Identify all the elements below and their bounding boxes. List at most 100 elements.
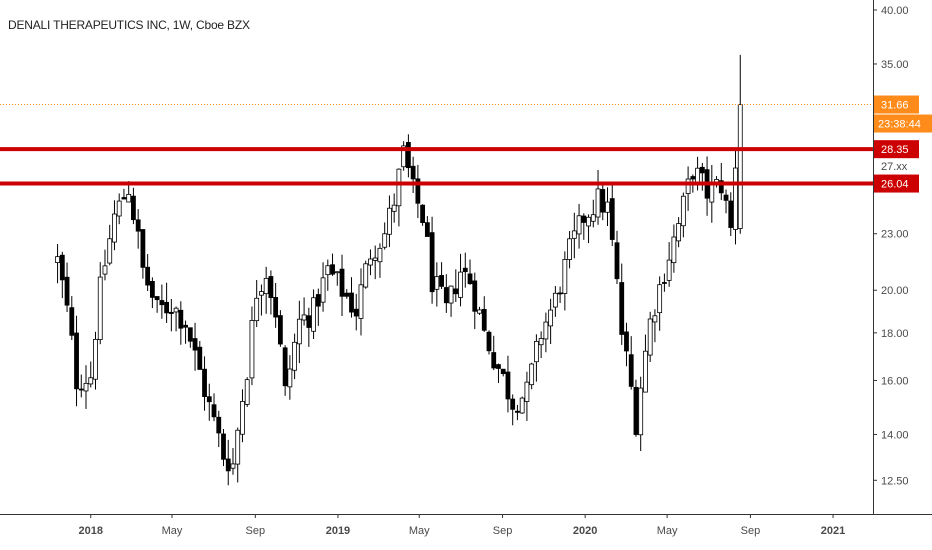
- candle-body: [311, 297, 316, 332]
- candle-body: [287, 368, 293, 388]
- candle-body: [173, 307, 179, 313]
- candle-body: [448, 285, 454, 304]
- candle-body: [695, 167, 700, 183]
- candle-body: [330, 264, 335, 275]
- candle-body: [543, 321, 549, 340]
- candle-body: [410, 165, 416, 180]
- candle-body: [519, 397, 525, 414]
- candle-body: [187, 327, 193, 342]
- resistance-price-label: 28.35: [881, 144, 909, 156]
- candle-body: [344, 292, 350, 297]
- candle-body: [202, 368, 207, 398]
- candle-body: [159, 300, 165, 306]
- candle-body: [78, 388, 84, 391]
- candle-body: [633, 386, 639, 435]
- candle-body: [216, 416, 222, 434]
- candle-body: [619, 282, 625, 335]
- price-tick-label: 14.00: [881, 429, 909, 441]
- candle-body: [614, 242, 620, 280]
- candle-body: [420, 204, 426, 223]
- chart-title: DENALI THERAPEUTICS INC, 1W, Cboe BZX: [8, 18, 250, 32]
- candle-body: [453, 288, 459, 295]
- price-tick-label: 35.00: [881, 59, 909, 71]
- candle-body: [609, 198, 615, 240]
- candle-body: [197, 346, 203, 370]
- candle-body: [206, 396, 212, 403]
- candle-body: [211, 404, 217, 418]
- candle-body: [605, 201, 610, 213]
- candle-body: [486, 331, 492, 352]
- candle-body: [657, 284, 663, 314]
- candle-body: [590, 214, 596, 222]
- candle-body: [116, 200, 122, 217]
- candle-body: [472, 280, 478, 312]
- candle-body: [88, 377, 94, 385]
- candle-body: [339, 268, 345, 297]
- candle-body: [254, 297, 260, 322]
- candle-body: [690, 176, 696, 180]
- candle-body: [225, 458, 231, 472]
- candle-body: [424, 222, 430, 237]
- candle-body: [244, 379, 250, 405]
- candle-body: [349, 292, 354, 313]
- price-tick-label: 23.00: [881, 229, 909, 241]
- candle-body: [600, 189, 606, 213]
- candle-body: [249, 320, 255, 379]
- candle-body: [301, 314, 307, 321]
- candle-body: [112, 213, 117, 243]
- candle-body: [315, 294, 321, 307]
- candle-body: [320, 277, 326, 303]
- candle-body: [439, 275, 444, 287]
- candle-body: [372, 257, 378, 261]
- candle-body: [562, 259, 568, 294]
- candle-body: [59, 254, 65, 281]
- candle-body: [296, 318, 302, 345]
- candle-body: [515, 410, 520, 413]
- candle-body: [676, 223, 682, 242]
- candle-body: [723, 194, 729, 201]
- candle-body: [652, 315, 658, 323]
- candle-body: [533, 340, 539, 363]
- time-tick-label: 2021: [821, 525, 845, 537]
- candle-body: [510, 398, 516, 410]
- resistance-price-badge: [874, 174, 919, 193]
- candle-body: [263, 277, 269, 295]
- candle-body: [529, 363, 535, 386]
- candle-body: [183, 324, 188, 328]
- candle-body: [135, 219, 141, 232]
- candle-body: [481, 308, 487, 331]
- candle-body: [391, 204, 397, 212]
- candle-body: [415, 178, 421, 204]
- candle-body: [728, 200, 734, 228]
- candle-body: [334, 271, 340, 274]
- candle-body: [358, 284, 364, 319]
- candle-body: [230, 463, 236, 469]
- candle-body: [93, 338, 98, 380]
- candle-body: [282, 347, 288, 387]
- price-tick-label: 20.00: [881, 285, 909, 297]
- candle-body: [240, 401, 245, 435]
- price-tick-label: 18.00: [881, 328, 909, 340]
- candle-body: [83, 382, 89, 392]
- hidden-price-label: 27.xx: [881, 161, 908, 173]
- candle-body: [624, 331, 629, 352]
- candle-body: [192, 338, 198, 351]
- candle-body: [567, 238, 572, 260]
- candle-body: [55, 256, 60, 263]
- candle-body: [505, 371, 511, 400]
- time-tick-label: 2018: [79, 525, 103, 537]
- candle-body: [154, 296, 160, 301]
- candle-body: [462, 267, 468, 273]
- time-tick-label: Sep: [493, 525, 513, 537]
- candle-body: [733, 167, 738, 230]
- candle-body: [595, 188, 601, 218]
- candle-body: [140, 229, 146, 268]
- resistance-price-badge: [874, 140, 919, 159]
- candle-body: [434, 276, 440, 290]
- candle-body: [353, 308, 359, 317]
- candle-body: [387, 207, 392, 235]
- candle-body: [277, 315, 283, 345]
- price-tick-label: 40.00: [881, 5, 909, 17]
